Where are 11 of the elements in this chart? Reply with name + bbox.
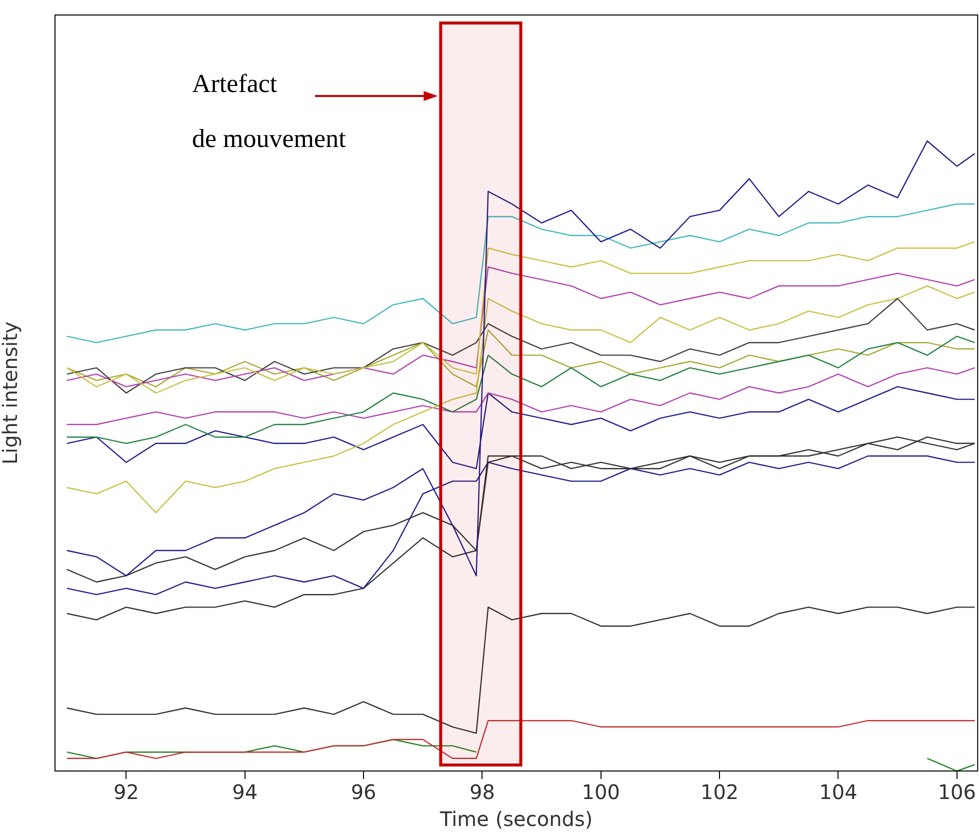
x-tick-label: 96 [350, 780, 376, 804]
x-tick-label: 92 [113, 780, 139, 804]
x-tick-label: 100 [582, 780, 620, 804]
annotation: Artefact de mouvement [192, 68, 347, 153]
x-tick-label: 106 [938, 780, 976, 804]
x-tick-label: 98 [469, 780, 495, 804]
x-tick-label: 102 [700, 780, 739, 804]
x-tick-label: 94 [232, 780, 258, 804]
y-axis-title: Light intensity [0, 321, 22, 464]
x-axis-title: Time (seconds) [439, 807, 593, 832]
x-tick-label: 104 [819, 780, 858, 804]
